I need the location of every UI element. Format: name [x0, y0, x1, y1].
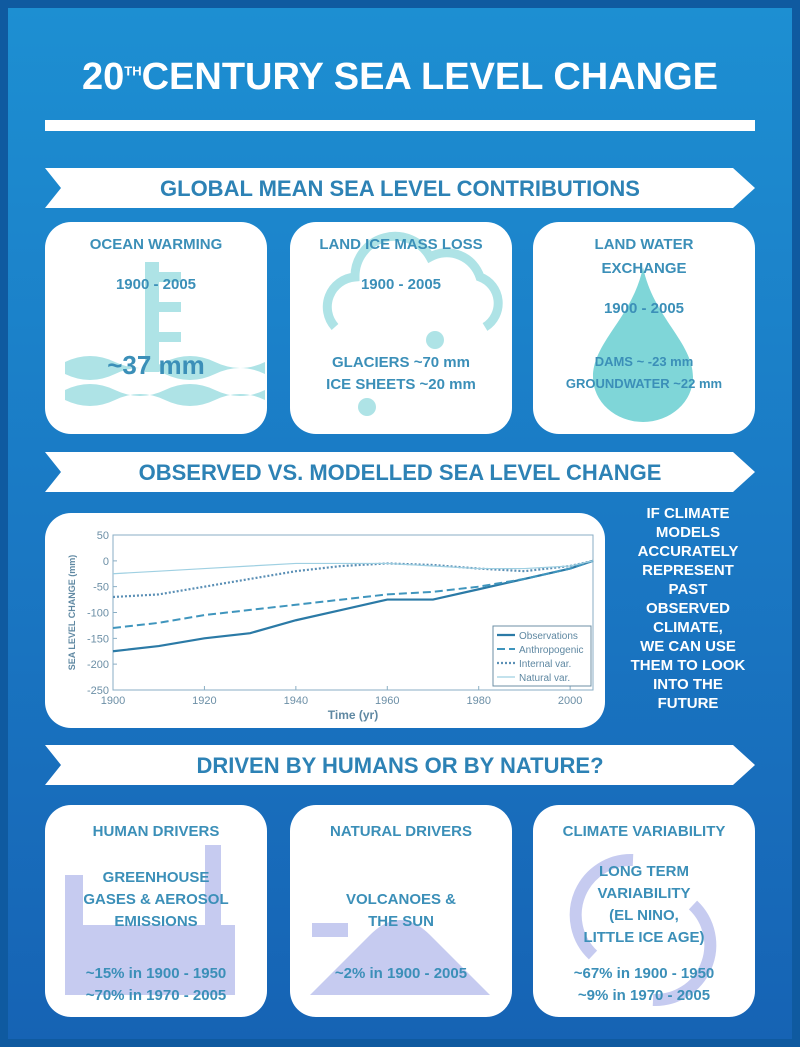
icon	[65, 262, 265, 406]
section-banner: GLOBAL MEAN SEA LEVEL CONTRIBUTIONS	[45, 168, 755, 208]
note-line: ACCURATELY	[637, 543, 739, 560]
series-line	[112, 560, 594, 575]
driver-card: HUMAN DRIVERS GREENHOUSE GASES & AEROSOL EM…	[45, 805, 267, 1017]
y-axis-label: SEA LEVEL CHANGE (mm)	[67, 555, 77, 671]
title-text: CENTURY SEA LEVEL CHANGE	[141, 56, 719, 98]
card-title: LAND ICE MASS LOSS	[319, 236, 483, 253]
chart: -250 -200 -150 -100 -50 0 50 1900 1920 1940 1960 19…	[67, 530, 594, 722]
series-line	[112, 559, 594, 599]
note-line: INTO THE	[653, 676, 723, 693]
y-tick-label: -200	[87, 659, 109, 671]
card-body: (EL NINO,	[609, 907, 679, 924]
card-body: GASES & AEROSOL	[83, 891, 229, 908]
card-period: 1900 - 2005	[115, 276, 197, 293]
icon	[310, 920, 490, 995]
card-body: LITTLE ICE AGE)	[583, 929, 705, 946]
card-title: EXCHANGE	[601, 260, 687, 277]
note-line: PAST	[668, 581, 708, 598]
y-tick-label: -50	[93, 582, 109, 594]
note-line: WE CAN USE	[640, 638, 736, 655]
icon	[322, 231, 503, 416]
section-banner: OBSERVED VS. MODELLED SEA LEVEL CHANGE	[45, 452, 755, 492]
note-line: REPRESENT	[642, 562, 734, 579]
legend-label: Internal var.	[519, 659, 571, 670]
note-line: OBSERVED	[646, 600, 730, 617]
icon	[65, 845, 235, 995]
note-line: THEM TO LOOK	[630, 657, 746, 674]
note-line: IF CLIMATE	[646, 505, 730, 522]
card-value: ICE SHEETS ~20 mm	[326, 376, 476, 393]
card-title: HUMAN DRIVERS	[92, 823, 220, 840]
x-tick-label: 1980	[466, 695, 490, 707]
main-title: 20THCENTURY SEA LEVEL CHANGE	[8, 56, 792, 99]
section-heading: OBSERVED VS. MODELLED SEA LEVEL CHANGE	[138, 460, 662, 485]
title-number: 20	[81, 56, 125, 98]
card-value: DAMS ~ -23 mm	[594, 354, 694, 369]
note-line: FUTURE	[657, 695, 719, 712]
card-body: THE SUN	[368, 913, 434, 930]
y-tick-label: -150	[87, 633, 109, 645]
card-title: OCEAN WARMING	[89, 236, 223, 253]
x-tick-label: 2000	[558, 695, 582, 707]
card-body: LONG TERM	[599, 863, 689, 880]
contribution-card: LAND ICE MASS LOSS 1900 - 2005 GLACIERS ~7…	[290, 222, 512, 434]
section-heading: GLOBAL MEAN SEA LEVEL CONTRIBUTIONS	[160, 176, 640, 201]
card-title: LAND WATER	[594, 236, 694, 253]
note-line: CLIMATE,	[653, 619, 723, 636]
x-axis-label: Time (yr)	[328, 708, 378, 722]
x-tick-label: 1900	[101, 695, 125, 707]
y-tick-label: -250	[87, 685, 109, 697]
note-line: MODELS	[655, 524, 721, 541]
contribution-card: LAND WATER EXCHANGE 1900 - 2005 DAMS ~ -23 …	[533, 222, 755, 434]
card-stat: ~2% in 1900 - 2005	[334, 965, 468, 982]
card-value: ~37 mm	[107, 350, 205, 380]
divider	[45, 120, 755, 131]
card-period: 1900 - 2005	[360, 276, 442, 293]
chart-card: -250 -200 -150 -100 -50 0 50 1900 1920 1940 1960 19…	[45, 513, 605, 728]
card-body: GREENHOUSE	[102, 869, 210, 886]
card-stat: ~9% in 1970 - 2005	[577, 987, 711, 1004]
card-title: CLIMATE VARIABILITY	[562, 823, 726, 840]
x-tick-label: 1960	[375, 695, 399, 707]
legend-label: Natural var.	[519, 673, 570, 684]
legend-label: Anthropogenic	[519, 645, 584, 656]
card-body: VOLCANOES &	[345, 891, 456, 908]
card-body: EMISSIONS	[114, 913, 198, 930]
y-tick-label: 0	[103, 556, 109, 568]
legend-label: Observations	[519, 631, 578, 642]
icon	[45, 745, 755, 785]
card-stat: ~70% in 1970 - 2005	[85, 987, 227, 1004]
title-superscript: TH	[124, 63, 142, 79]
card-title: NATURAL DRIVERS	[330, 823, 472, 840]
icon	[45, 452, 755, 492]
icon	[45, 168, 755, 208]
driver-card: NATURAL DRIVERS VOLCANOES & THE SUN ~2% in …	[290, 805, 512, 1017]
card-stat: ~67% in 1900 - 1950	[573, 965, 715, 982]
y-tick-label: -100	[87, 608, 109, 620]
y-tick-label: 50	[97, 530, 109, 542]
contribution-card: OCEAN WARMING 1900 - 2005 ~37 mm	[45, 222, 267, 434]
card-period: 1900 - 2005	[603, 300, 685, 317]
x-tick-label: 1940	[284, 695, 308, 707]
icon	[593, 267, 693, 422]
card-value: GLACIERS ~70 mm	[332, 354, 470, 371]
section-heading: DRIVEN BY HUMANS OR BY NATURE?	[196, 753, 604, 778]
section-banner: DRIVEN BY HUMANS OR BY NATURE?	[45, 745, 755, 785]
card-body: VARIABILITY	[597, 885, 691, 902]
card-value: GROUNDWATER ~22 mm	[565, 376, 723, 391]
icon	[569, 853, 717, 1007]
series-line	[112, 559, 594, 629]
x-tick-label: 1920	[192, 695, 216, 707]
card-stat: ~15% in 1900 - 1950	[85, 965, 227, 982]
driver-card: CLIMATE VARIABILITY LONG TERM VARIABILITY (…	[533, 805, 755, 1017]
